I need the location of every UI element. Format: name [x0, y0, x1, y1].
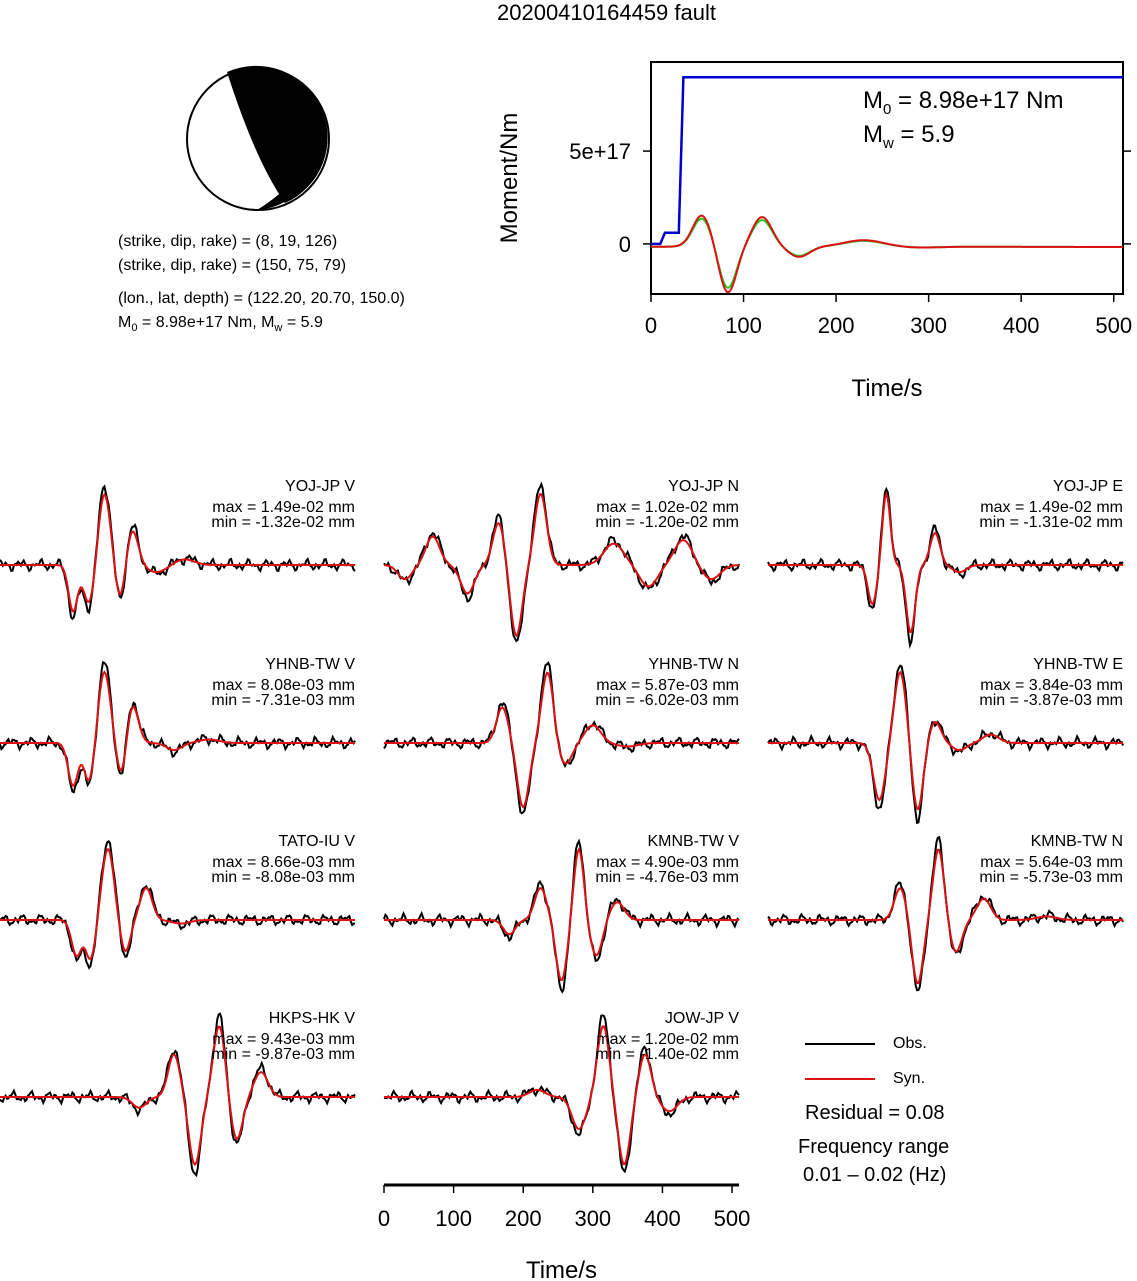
residual-text: Residual = 0.08 — [805, 1102, 945, 1124]
frequency-label: Frequency range — [798, 1136, 950, 1158]
station-name: YOJ-JP E — [1053, 478, 1123, 495]
wave-x-axis-label: Time/s — [526, 1257, 597, 1281]
waveform-panels: 0 100 200 300 400 500 Time/s — [0, 481, 1124, 1281]
station-name: JOW-JP V — [664, 1010, 739, 1027]
np2-text: (strike, dip, rake) = (150, 75, 79) — [118, 257, 347, 274]
m0-symbol: M — [118, 314, 132, 331]
wave-x-tick-label: 400 — [644, 1206, 681, 1231]
synthetic-waveform — [383, 493, 740, 638]
stf-x-tick-label: 0 — [645, 313, 657, 338]
stf-y-tick-label: 0 — [619, 232, 631, 257]
stf-x-tick-label: 200 — [818, 313, 855, 338]
station-name: YOJ-JP V — [285, 478, 355, 495]
synthetic-waveform — [768, 670, 1123, 811]
observed-waveform — [0, 839, 355, 970]
station-min: min = -7.31e-03 mm — [211, 692, 355, 709]
wave-x-tick-label: 500 — [714, 1206, 751, 1231]
page-title: 20200410164459 fault — [497, 0, 716, 25]
wave-x-tick-label: 200 — [505, 1206, 542, 1231]
synthetic-waveform — [0, 1025, 355, 1167]
m0-subscript: 0 — [131, 322, 138, 335]
station-max: max = 1.49e-02 mm — [212, 499, 355, 516]
station-min: min = -5.73e-03 mm — [979, 869, 1123, 886]
synthetic-waveform — [768, 848, 1123, 985]
station-max: max = 4.90e-03 mm — [596, 854, 739, 871]
station-name: HKPS-HK V — [268, 1010, 355, 1027]
station-name: YOJ-JP N — [668, 478, 739, 495]
stf-y-axis-label: Moment/Nm — [496, 113, 523, 244]
synthetic-waveform — [384, 847, 739, 981]
station-min: min = -4.76e-03 mm — [595, 869, 739, 886]
mw-subscript: w — [274, 322, 283, 335]
stf-m0-annotation: M0 = 8.98e+17 Nm — [863, 87, 1063, 118]
station-max: max = 1.20e-02 mm — [596, 1031, 739, 1048]
station-name: KMNB-TW V — [647, 833, 739, 850]
station-max: max = 5.64e-03 mm — [980, 854, 1123, 871]
station-min: min = -1.31e-02 mm — [979, 514, 1123, 531]
observed-waveform — [0, 1012, 356, 1178]
moment-text: M0 = 8.98e+17 Nm, Mw = 5.9 — [118, 313, 323, 338]
synthetic-waveform — [768, 490, 1123, 633]
stf-moment-line — [651, 75, 1123, 246]
stf-y-tick-label: 5e+17 — [569, 139, 631, 164]
source-time-function-chart: 0 100 200 300 400 500 0 5e+17 Moment/Nm Time/s M0 … — [496, 61, 1132, 402]
mw-value: = 5.9 — [282, 314, 323, 331]
synthetic-waveform — [0, 492, 355, 613]
stf-x-tick-label: 300 — [910, 313, 947, 338]
synthetic-waveform — [0, 848, 355, 961]
stf-x-axis-label: Time/s — [851, 375, 922, 402]
synthetic-waveform — [0, 670, 355, 787]
station-min: min = -6.02e-03 mm — [595, 692, 739, 709]
stf-x-tick-label: 400 — [1003, 313, 1040, 338]
station-name: TATO-IU V — [278, 833, 355, 850]
station-name: YHNB-TW V — [265, 656, 355, 673]
station-name: KMNB-TW N — [1030, 833, 1123, 850]
synthetic-waveform — [384, 671, 739, 809]
stf-mw-annotation: Mw = 5.9 — [863, 121, 955, 152]
observed-waveform — [767, 664, 1124, 825]
station-min: min = -1.32e-02 mm — [211, 514, 355, 531]
station-max: max = 9.43e-03 mm — [212, 1031, 355, 1048]
location-text: (lon., lat, depth) = (122.20, 20.70, 150… — [118, 290, 405, 307]
station-max: max = 5.87e-03 mm — [596, 677, 739, 694]
wave-x-tick-label: 0 — [378, 1206, 390, 1231]
station-min: min = -1.20e-02 mm — [595, 514, 739, 531]
beachball-icon — [186, 65, 330, 211]
station-max: max = 1.02e-02 mm — [596, 499, 739, 516]
legend-lines — [805, 1043, 875, 1080]
m0-value: = 8.98e+17 Nm, M — [137, 314, 275, 331]
legend-obs-label: Obs. — [893, 1035, 927, 1052]
station-max: max = 3.84e-03 mm — [980, 677, 1123, 694]
station-max: max = 8.66e-03 mm — [212, 854, 355, 871]
station-min: min = -1.40e-02 mm — [595, 1046, 739, 1063]
stf-x-tick-label: 500 — [1095, 313, 1132, 338]
station-name: YHNB-TW E — [1033, 656, 1123, 673]
station-max: max = 8.08e-03 mm — [212, 677, 355, 694]
frequency-value: 0.01 – 0.02 (Hz) — [803, 1164, 947, 1186]
station-min: min = -8.08e-03 mm — [211, 869, 355, 886]
wave-x-tick-label: 100 — [435, 1206, 472, 1231]
wave-x-tick-label: 300 — [574, 1206, 611, 1231]
station-name: YHNB-TW N — [648, 656, 739, 673]
station-max: max = 1.49e-02 mm — [980, 499, 1123, 516]
station-min: min = -9.87e-03 mm — [211, 1046, 355, 1063]
observed-waveform — [0, 484, 356, 621]
synthetic-waveform — [384, 1025, 739, 1165]
np1-text: (strike, dip, rake) = (8, 19, 126) — [118, 233, 338, 250]
stf-x-tick-label: 100 — [725, 313, 762, 338]
stf-plot-frame — [650, 61, 1124, 295]
legend-syn-label: Syn. — [893, 1070, 926, 1087]
stf-synthetic-red-line — [651, 214, 1123, 294]
station-min: min = -3.87e-03 mm — [979, 692, 1123, 709]
